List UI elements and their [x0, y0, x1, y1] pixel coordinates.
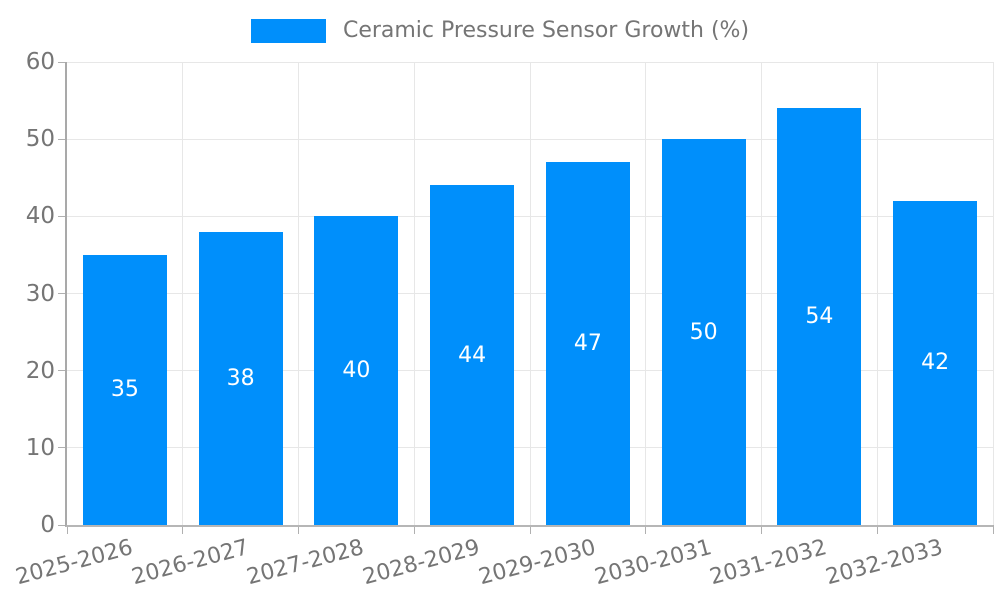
- y-tick: [58, 138, 67, 140]
- y-tick: [58, 447, 67, 449]
- y-tick-label: 60: [25, 49, 55, 75]
- y-tick-label: 30: [25, 280, 55, 307]
- y-tick-label: 10: [25, 434, 55, 461]
- v-gridline: [876, 62, 878, 525]
- bar[interactable]: 54: [777, 108, 862, 525]
- v-gridline: [992, 62, 994, 525]
- v-gridline: [182, 62, 184, 525]
- bar-value-label: 42: [921, 350, 950, 376]
- bar-value-label: 47: [573, 331, 602, 357]
- x-tick: [298, 525, 299, 534]
- bar-value-label: 44: [458, 342, 487, 368]
- y-tick: [58, 215, 67, 217]
- x-tick: [761, 525, 762, 534]
- legend-item[interactable]: Ceramic Pressure Sensor Growth (%): [0, 18, 1000, 44]
- v-gridline: [645, 62, 647, 525]
- x-tick: [413, 525, 415, 534]
- bar-value-label: 54: [805, 304, 834, 330]
- v-gridline: [298, 62, 299, 525]
- bar[interactable]: 35: [82, 254, 167, 525]
- y-tick: [58, 524, 67, 526]
- y-tick: [58, 61, 67, 63]
- bar[interactable]: 40: [314, 216, 399, 525]
- x-tick: [876, 525, 878, 534]
- y-tick: [58, 293, 67, 294]
- y-tick-label: 40: [25, 203, 55, 230]
- legend-swatch-icon: [250, 19, 326, 44]
- v-gridline: [761, 62, 762, 525]
- y-tick-label: 0: [40, 512, 55, 538]
- bar[interactable]: 44: [430, 185, 515, 525]
- x-tick: [529, 525, 531, 534]
- y-tick-label: 20: [25, 357, 55, 384]
- bar-value-label: 40: [342, 358, 371, 384]
- bar[interactable]: 50: [661, 139, 746, 525]
- bar[interactable]: 38: [198, 231, 283, 525]
- y-tick-label: 50: [25, 126, 55, 153]
- x-tick: [992, 525, 994, 534]
- bar[interactable]: 42: [893, 200, 978, 525]
- bar-value-label: 38: [226, 365, 255, 391]
- bar[interactable]: 47: [545, 162, 630, 525]
- v-gridline: [413, 62, 415, 525]
- x-tick: [645, 525, 647, 534]
- v-gridline: [529, 62, 531, 525]
- x-tick: [66, 525, 68, 534]
- legend-label: Ceramic Pressure Sensor Growth (%): [342, 18, 750, 43]
- bar-value-label: 50: [689, 319, 718, 345]
- y-tick: [58, 370, 67, 372]
- x-tick: [182, 525, 184, 534]
- bar-value-label: 35: [110, 377, 139, 403]
